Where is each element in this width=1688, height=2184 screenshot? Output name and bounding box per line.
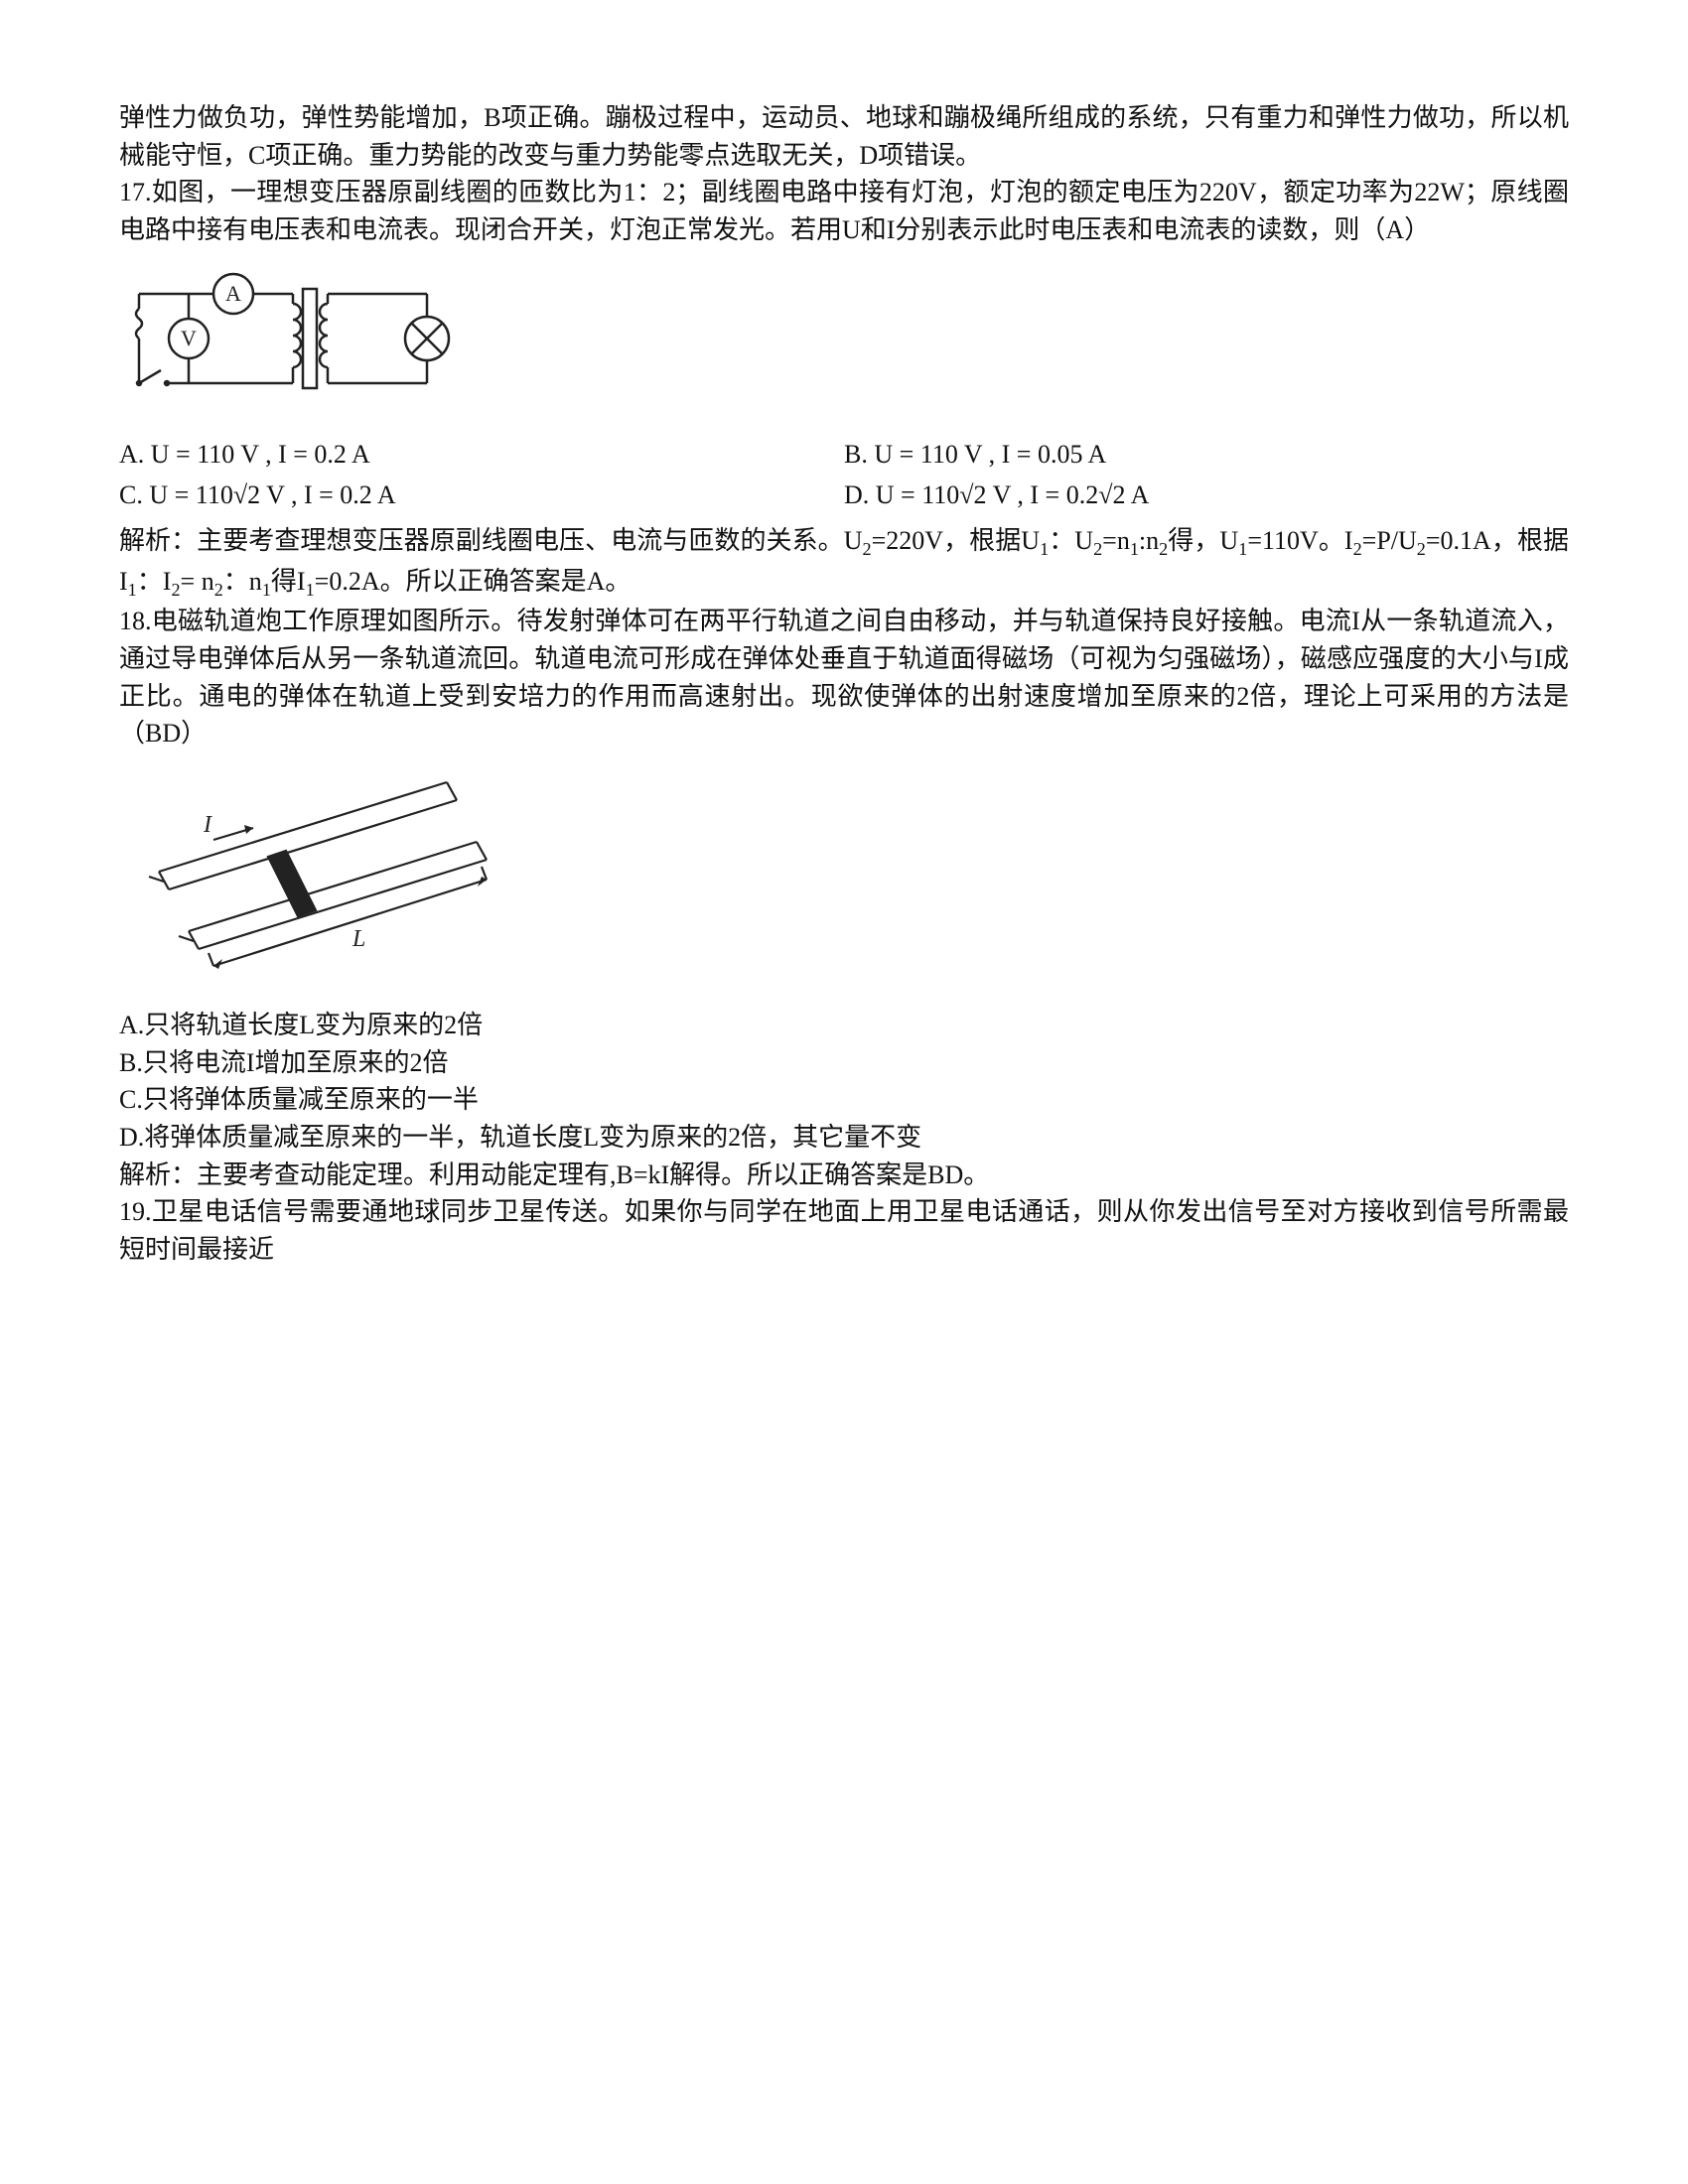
t: =110V。I (1247, 526, 1352, 555)
intro-paragraph: 弹性力做负功，弹性势能增加，B项正确。蹦极过程中，运动员、地球和蹦极绳所组成的系… (119, 99, 1569, 174)
t: 解析：主要考查理想变压器原副线圈电压、电流与匝数的关系。U (119, 526, 863, 555)
length-label: L (352, 926, 365, 952)
sqrt2-icon: √2 (233, 480, 260, 509)
q17-circuit-figure: A V (119, 259, 1569, 428)
q17-option-a: A. U = 110 V , I = 0.2 A (119, 434, 844, 476)
q18-stem: 18.电磁轨道炮工作原理如图所示。待发射弹体可在两平行轨道之间自由移动，并与轨道… (119, 603, 1569, 752)
t: =n (1102, 526, 1130, 555)
t: =0.2A。所以正确答案是A。 (315, 567, 632, 596)
q17-option-c: C. U = 110√2 V , I = 0.2 A (119, 475, 844, 516)
q17-d-pre: D. U = 110 (844, 480, 959, 509)
q17-option-d: D. U = 110√2 V , I = 0.2√2 A (844, 475, 1569, 516)
railgun-diagram-icon: I L (119, 762, 536, 1001)
q17-options: A. U = 110 V , I = 0.2 A B. U = 110 V , … (119, 434, 1569, 516)
q17-explanation: 解析：主要考查理想变压器原副线圈电压、电流与匝数的关系。U2=220V，根据U1… (119, 522, 1569, 603)
sqrt2-icon: √2 (1098, 480, 1125, 509)
t: ：U (1049, 526, 1093, 555)
t: :n (1139, 526, 1159, 555)
q17-stem: 17.如图，一理想变压器原副线圈的匝数比为1：2；副线圈电路中接有灯泡，灯泡的额… (119, 174, 1569, 248)
q17-c-post: V , I = 0.2 A (260, 480, 396, 509)
current-label: I (203, 812, 212, 838)
t: = n (181, 567, 214, 596)
ammeter-label: A (225, 281, 241, 306)
t: =220V，根据U (872, 526, 1040, 555)
q18-option-a: A.只将轨道长度L变为原来的2倍 (119, 1007, 1569, 1044)
q17-d-mid: V , I = 0.2 (987, 480, 1099, 509)
t: =P/U (1362, 526, 1417, 555)
q18-option-d: D.将弹体质量减至原来的一半，轨道长度L变为原来的2倍，其它量不变 (119, 1119, 1569, 1157)
q19-stem: 19.卫星电话信号需要通地球同步卫星传送。如果你与同学在地面上用卫星电话通话，则… (119, 1193, 1569, 1268)
t: ：I (137, 567, 172, 596)
t: 得，U (1168, 526, 1238, 555)
q17-option-b: B. U = 110 V , I = 0.05 A (844, 434, 1569, 476)
t: ：n (223, 567, 262, 596)
q18-explanation: 解析：主要考查动能定理。利用动能定理有,B=kI解得。所以正确答案是BD。 (119, 1157, 1569, 1194)
transformer-circuit-icon: A V (119, 259, 477, 428)
q17-d-post: A (1126, 480, 1150, 509)
t: 得I (271, 567, 306, 596)
q18-option-b: B.只将电流I增加至原来的2倍 (119, 1044, 1569, 1082)
q17-c-pre: C. U = 110 (119, 480, 233, 509)
voltmeter-label: V (181, 326, 197, 350)
sqrt2-icon: √2 (959, 480, 986, 509)
q18-railgun-figure: I L (119, 762, 1569, 1001)
q18-option-c: C.只将弹体质量减至原来的一半 (119, 1081, 1569, 1119)
